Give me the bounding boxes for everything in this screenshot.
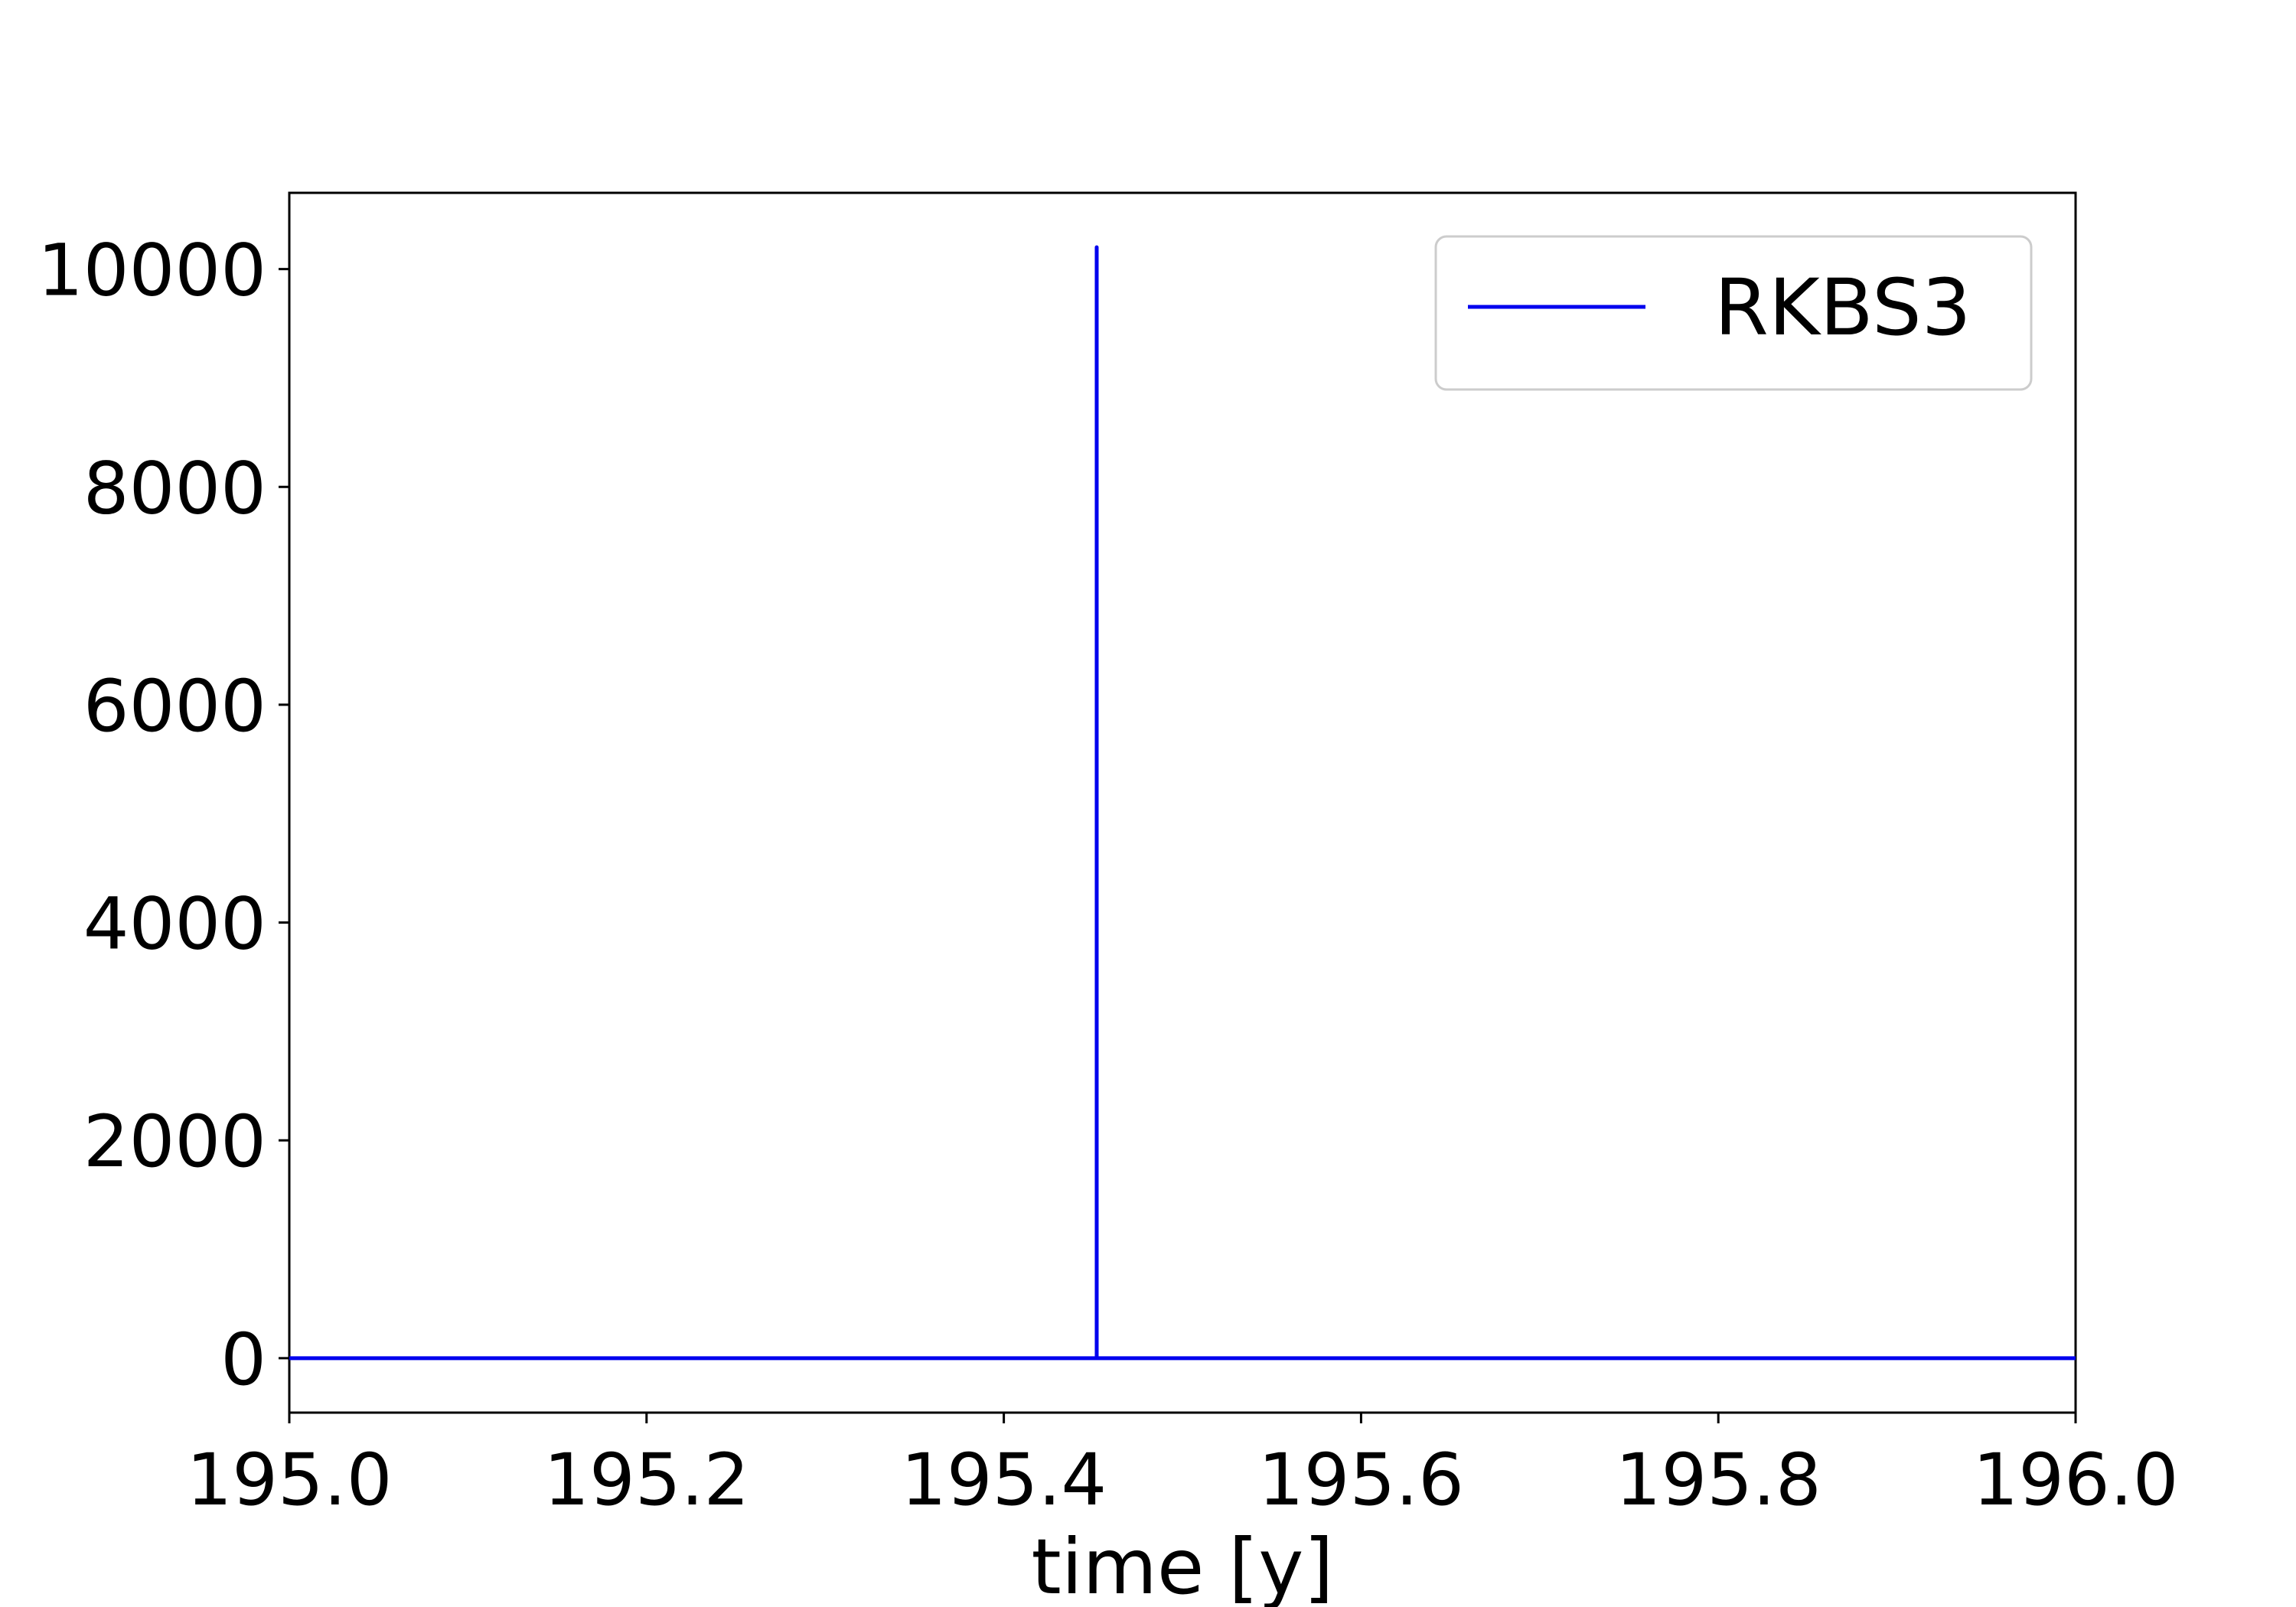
y-axis: 0 2000 4000 6000 8000 10000 <box>38 230 289 1402</box>
y-tick-label: 10000 <box>38 230 266 313</box>
x-tick-label: 195.6 <box>1258 1439 1464 1522</box>
x-tick-label: 195.0 <box>186 1439 392 1522</box>
series-layer <box>289 245 2076 1361</box>
legend-label: RKBS3 <box>1714 262 1971 354</box>
x-axis: 195.0 195.2 195.4 195.6 195.8 196.0 <box>186 1413 2179 1522</box>
legend: RKBS3 <box>1434 235 2033 391</box>
y-tick-label: 2000 <box>83 1100 266 1184</box>
x-tick-label: 195.8 <box>1616 1439 1821 1522</box>
y-tick-label: 8000 <box>83 447 266 530</box>
y-tick-label: 4000 <box>83 883 266 966</box>
legend-frame <box>1434 235 2033 391</box>
series-line-0 <box>289 245 2076 1361</box>
y-tick-label: 0 <box>220 1319 266 1402</box>
x-tick-label: 196.0 <box>1972 1439 2178 1522</box>
y-tick-label: 6000 <box>83 665 266 748</box>
plot-area <box>288 191 2077 1414</box>
plot-frame <box>288 191 2077 1414</box>
x-tick-label: 195.4 <box>901 1439 1107 1522</box>
x-axis-label: time [y] <box>1032 1522 1334 1607</box>
x-tick-label: 195.2 <box>543 1439 749 1522</box>
